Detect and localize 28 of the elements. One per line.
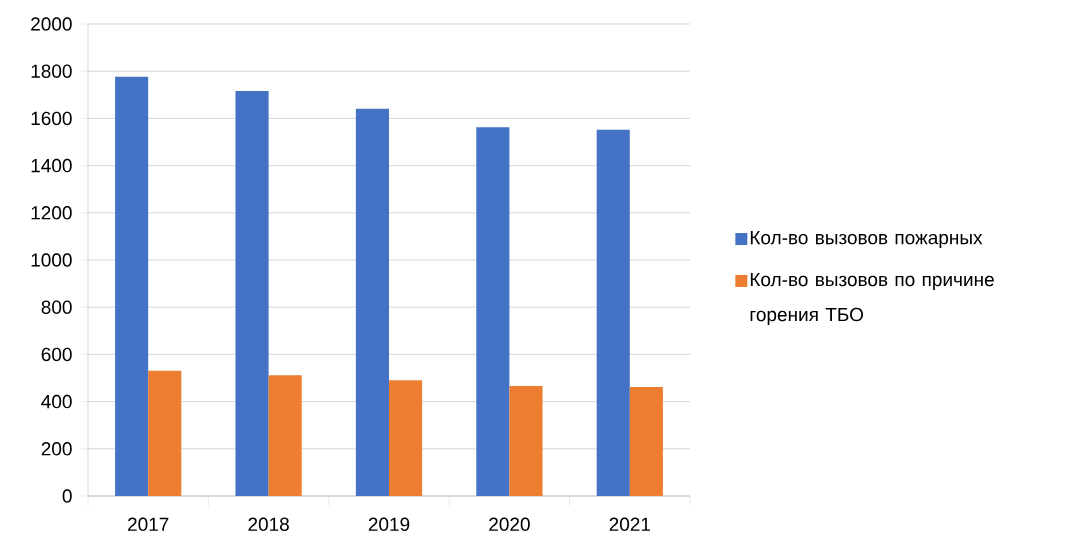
bar (148, 370, 182, 496)
x-tick-label: 2019 (368, 517, 410, 531)
y-tick-label: 1600 (31, 111, 72, 126)
bar (629, 386, 663, 496)
x-tick-label: 2017 (128, 517, 169, 531)
bar (389, 380, 423, 496)
legend-label: Кол-во вызовов по причине горения ТБО (750, 272, 994, 325)
bar (235, 91, 269, 496)
legend-label: Кол-во вызовов пожарных (750, 231, 983, 249)
y-tick-label: 600 (41, 347, 72, 362)
y-tick-label: 1200 (31, 206, 72, 220)
x-tick-label: 2018 (248, 517, 289, 531)
bar (115, 76, 149, 496)
x-tick-label: 2020 (489, 517, 530, 531)
y-tick-label: 1800 (31, 64, 72, 78)
x-tick-label: 2021 (609, 517, 650, 531)
y-tick-label: 1000 (31, 253, 72, 267)
bar (476, 127, 510, 496)
bar (596, 129, 630, 496)
bar (355, 108, 389, 496)
y-tick-label: 1400 (31, 158, 72, 173)
y-tick-label: 2000 (31, 17, 72, 31)
y-tick-label: 800 (41, 300, 72, 314)
y-tick-label: 0 (62, 489, 72, 503)
y-tick-label: 200 (41, 442, 72, 456)
bar (509, 386, 543, 496)
y-tick-label: 400 (41, 394, 72, 409)
bar (268, 375, 302, 496)
